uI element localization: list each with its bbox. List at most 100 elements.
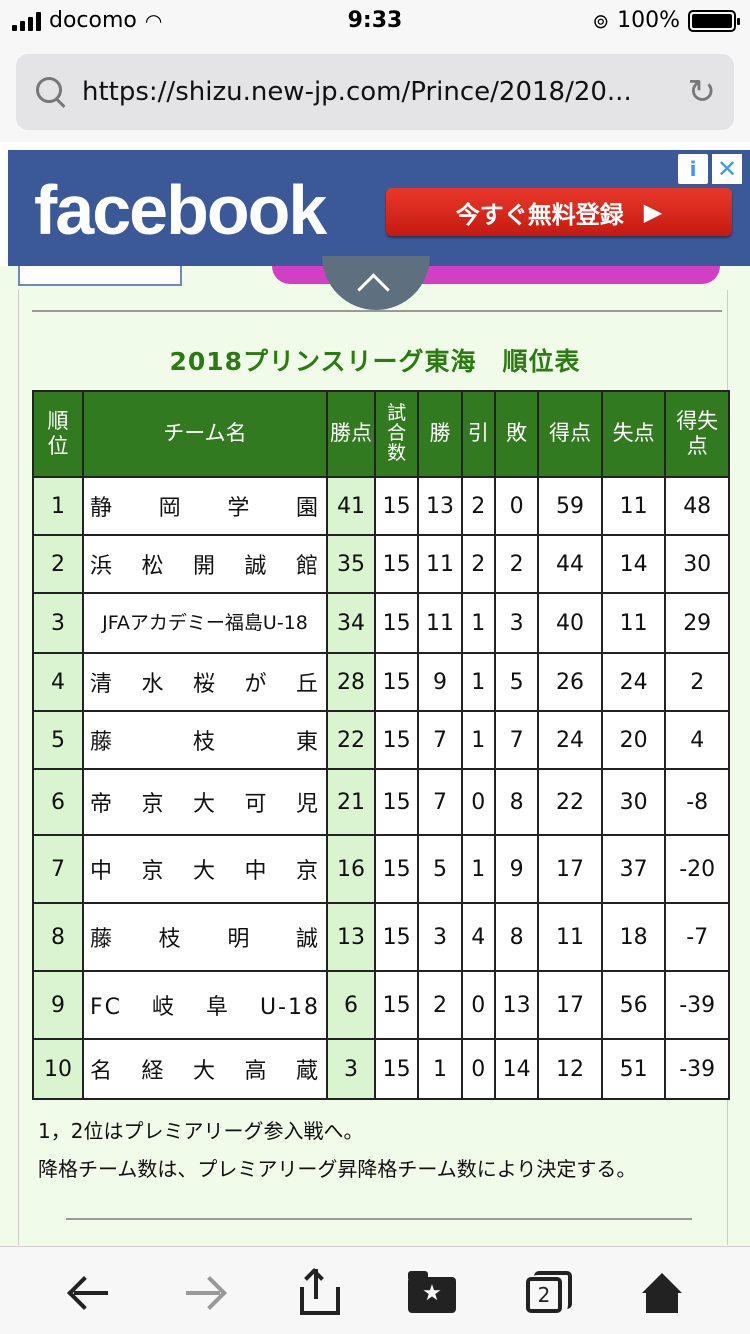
notes: 1，2位はプレミアリーグ参入戦へ。 降格チーム数は、プレミアリーグ昇降格チーム数…: [38, 1112, 636, 1188]
header-team: チーム名: [82, 390, 328, 478]
search-icon: [34, 75, 68, 109]
points-cell: 34: [326, 592, 376, 654]
draws-cell: 1: [460, 592, 496, 654]
goal-diff-cell: -20: [664, 834, 730, 904]
losses-cell: 0: [493, 476, 540, 536]
draws-cell: 2: [460, 476, 496, 536]
ad-register-button[interactable]: 今すぐ無料登録 ▶: [386, 188, 732, 236]
wins-cell: 7: [417, 768, 463, 836]
header-goals-against: 失点: [600, 390, 667, 478]
goals-for-cell: 22: [537, 768, 603, 836]
played-cell: 15: [373, 592, 420, 654]
status-bar: docomo ◠ 9:33 ⊚ 100%: [0, 0, 750, 42]
draws-cell: 2: [460, 534, 496, 594]
tab-count: 2: [537, 1283, 551, 1307]
signal-icon: [12, 11, 41, 31]
bookmarks-icon[interactable]: ★: [408, 1271, 456, 1313]
draws-cell: 0: [460, 970, 496, 1040]
facebook-ad-banner[interactable]: facebook 今すぐ無料登録 ▶ i ✕: [8, 150, 750, 266]
table-row: 3 JFAアカデミー福島U-18 34 15 11 1 3 40 11 29: [32, 592, 730, 654]
wins-cell: 5: [417, 834, 463, 904]
goal-diff-cell: -39: [664, 1038, 730, 1100]
losses-cell: 13: [493, 970, 540, 1040]
played-cell: 15: [373, 476, 420, 536]
rank-cell: 1: [32, 476, 84, 536]
team-name-cell: 藤 枝 明 誠: [82, 902, 328, 972]
wifi-icon: ◠: [144, 8, 163, 33]
battery-icon: [688, 9, 740, 32]
goal-diff-cell: 48: [664, 476, 730, 536]
table-row: 10 名 経 大 高 蔵 3 15 1 0 14 12 51 -39: [32, 1038, 730, 1100]
goal-diff-cell: 29: [664, 592, 730, 654]
browser-chrome: https://shizu.new-jp.com/Prince/2018/20.…: [0, 42, 750, 142]
points-cell: 3: [326, 1038, 376, 1100]
reload-icon[interactable]: ↻: [687, 72, 717, 112]
home-icon[interactable]: [638, 1269, 686, 1317]
forward-arrow-icon[interactable]: [180, 1269, 228, 1317]
rank-cell: 2: [32, 534, 84, 594]
losses-cell: 5: [493, 652, 540, 712]
wins-cell: 7: [417, 710, 463, 770]
played-cell: 15: [373, 652, 420, 712]
address-bar[interactable]: https://shizu.new-jp.com/Prince/2018/20.…: [16, 54, 734, 130]
ad-close-icon[interactable]: ✕: [712, 154, 742, 184]
goals-against-cell: 30: [600, 768, 667, 836]
divider: [66, 1218, 692, 1220]
goals-against-cell: 20: [600, 710, 667, 770]
note-line: 1，2位はプレミアリーグ参入戦へ。: [38, 1119, 364, 1143]
goals-for-cell: 11: [537, 902, 603, 972]
header-draws: 引: [460, 390, 496, 478]
orientation-lock-icon: ⊚: [592, 8, 610, 33]
goal-diff-cell: -7: [664, 902, 730, 972]
goal-diff-cell: -8: [664, 768, 730, 836]
goals-for-cell: 24: [537, 710, 603, 770]
losses-cell: 9: [493, 834, 540, 904]
divider: [32, 310, 722, 312]
tabs-icon[interactable]: 2: [526, 1271, 572, 1313]
played-cell: 15: [373, 970, 420, 1040]
draws-cell: 1: [460, 710, 496, 770]
wins-cell: 11: [417, 592, 463, 654]
played-cell: 15: [373, 902, 420, 972]
played-cell: 15: [373, 834, 420, 904]
team-name-cell: FC 岐 阜 U-18: [82, 970, 328, 1040]
goals-for-cell: 12: [537, 1038, 603, 1100]
partial-banner-left[interactable]: [18, 266, 182, 286]
draws-cell: 1: [460, 834, 496, 904]
ad-info-icon[interactable]: i: [678, 154, 708, 184]
goals-against-cell: 11: [600, 476, 667, 536]
losses-cell: 3: [493, 592, 540, 654]
goals-against-cell: 11: [600, 592, 667, 654]
points-cell: 35: [326, 534, 376, 594]
header-goal-diff: 得失 点: [664, 390, 730, 478]
back-arrow-icon[interactable]: [66, 1269, 114, 1317]
team-name-cell: 清 水 桜 が 丘: [82, 652, 328, 712]
rank-cell: 8: [32, 902, 84, 972]
rank-cell: 7: [32, 834, 84, 904]
share-icon[interactable]: [296, 1268, 344, 1317]
ad-register-label: 今すぐ無料登録: [455, 200, 624, 229]
draws-cell: 0: [460, 768, 496, 836]
draws-cell: 1: [460, 652, 496, 712]
wins-cell: 11: [417, 534, 463, 594]
wins-cell: 9: [417, 652, 463, 712]
losses-cell: 8: [493, 902, 540, 972]
table-row: 9 FC 岐 阜 U-18 6 15 2 0 13 17 56 -39: [32, 970, 730, 1040]
url-text[interactable]: https://shizu.new-jp.com/Prince/2018/20.…: [82, 77, 632, 107]
goal-diff-cell: -39: [664, 970, 730, 1040]
carrier-label: docomo: [49, 8, 137, 33]
wins-cell: 2: [417, 970, 463, 1040]
goals-for-cell: 44: [537, 534, 603, 594]
goals-against-cell: 51: [600, 1038, 667, 1100]
rank-cell: 3: [32, 592, 84, 654]
losses-cell: 2: [493, 534, 540, 594]
team-name-cell: 浜 松 開 誠 館: [82, 534, 328, 594]
battery-percent: 100%: [617, 8, 680, 33]
team-name-cell: 中 京 大 中 京: [82, 834, 328, 904]
